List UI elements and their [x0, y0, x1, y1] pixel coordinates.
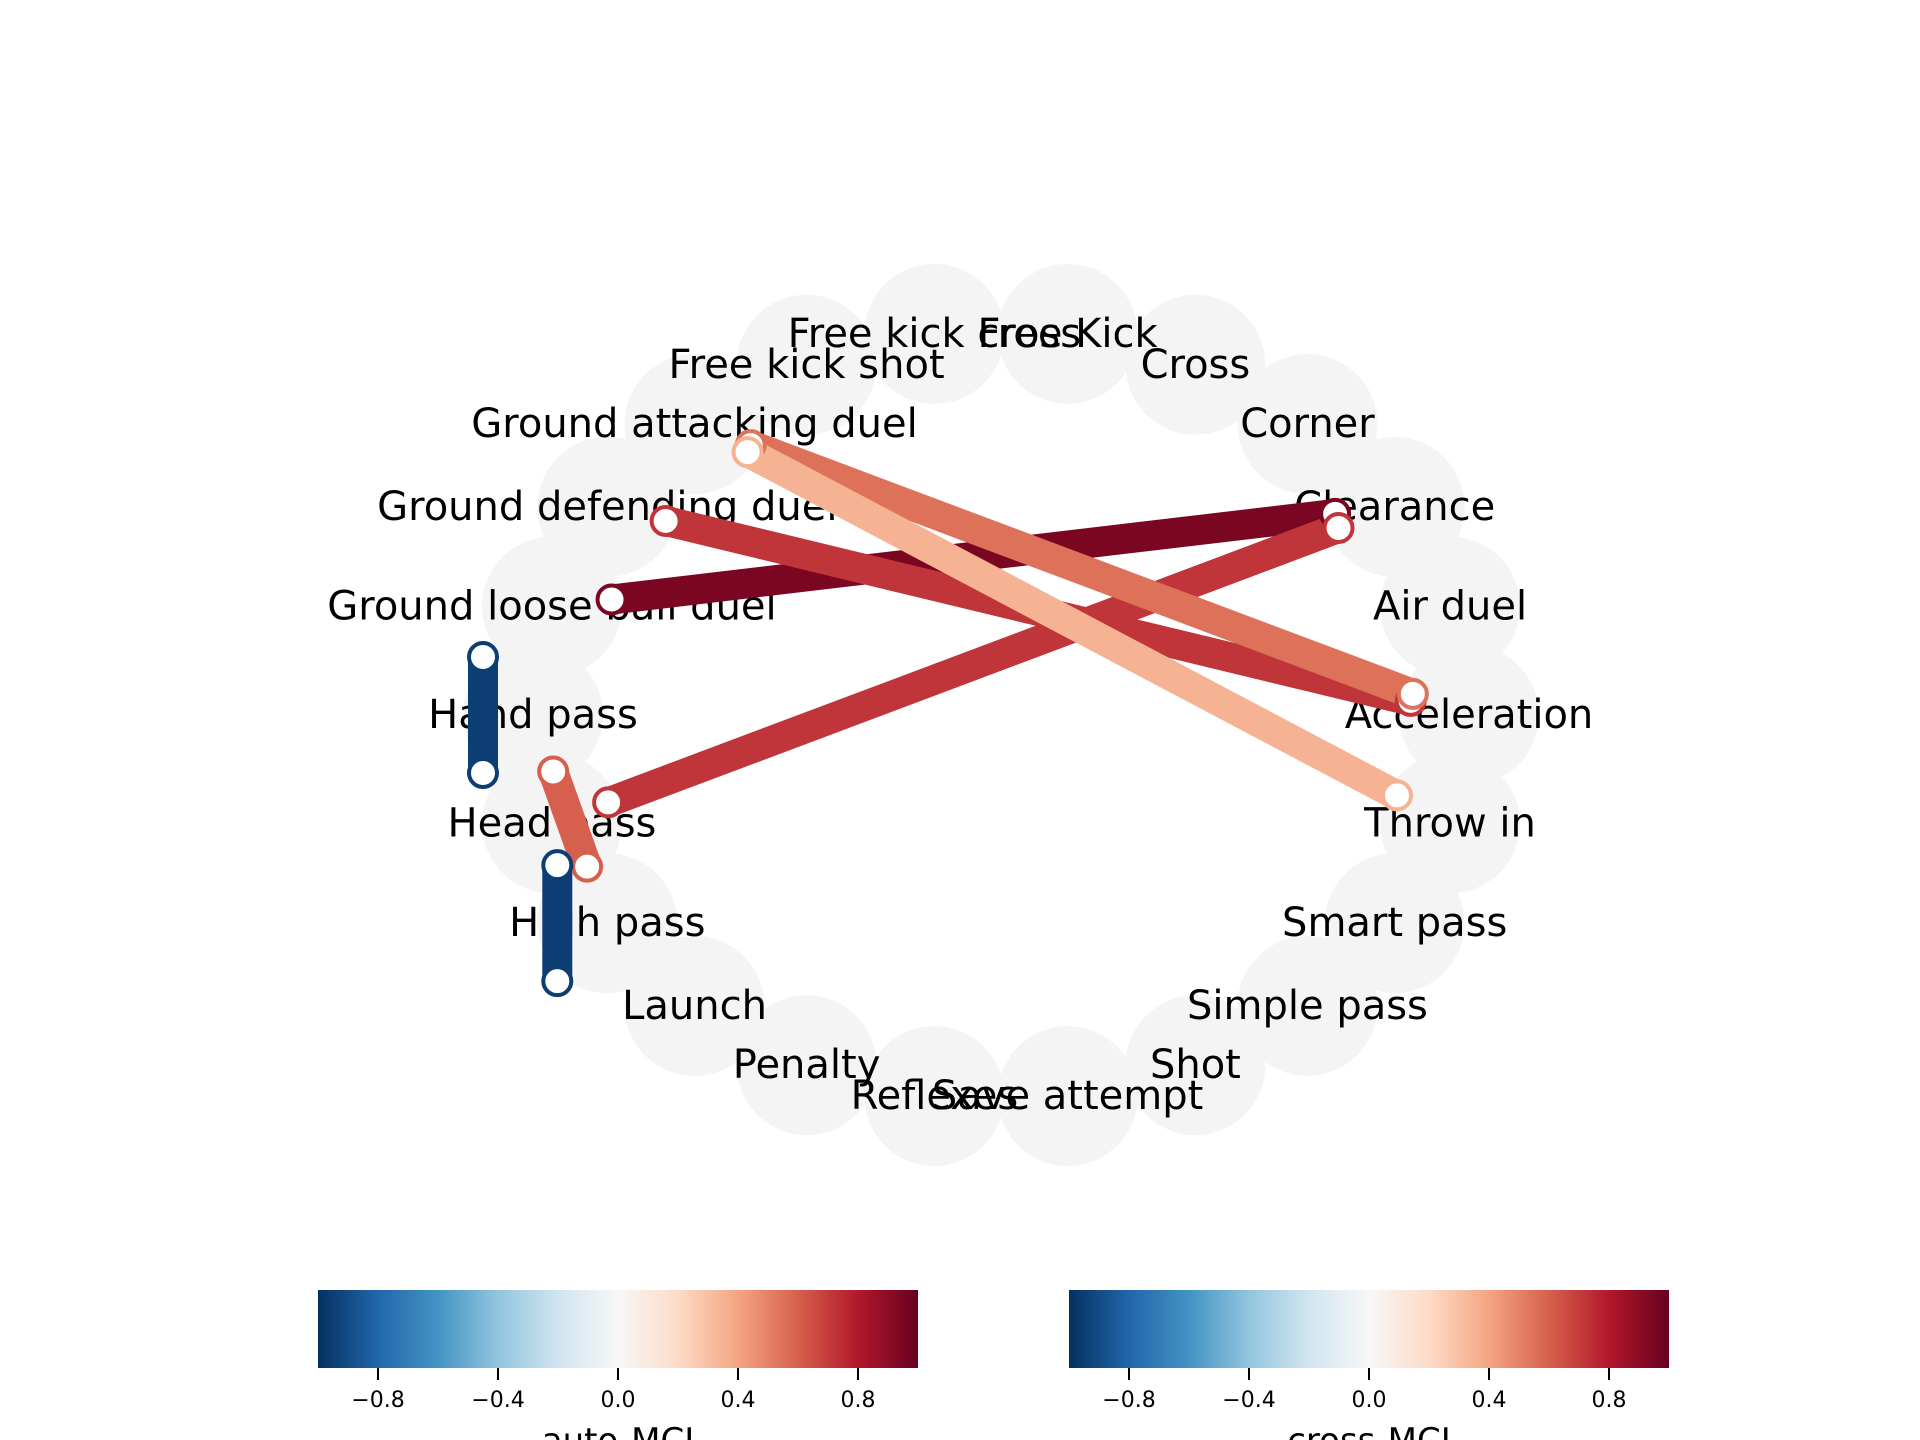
node-label-free-kick: Free Kick [978, 311, 1159, 357]
node-free-kick-shot [736, 294, 877, 435]
edge-endpoint-marker [649, 504, 682, 537]
colorbar-label: auto-MCI [542, 1421, 695, 1440]
node-label-free-kick-shot: Free kick shot [669, 342, 945, 388]
colorbar-tick-label: 0.8 [841, 1388, 876, 1413]
node-label-air-duel: Air duel [1373, 584, 1527, 630]
node-label-hand-pass: Hand pass [428, 692, 638, 738]
node-cross [1125, 294, 1266, 435]
colorbar-tick-label: 0.8 [1592, 1388, 1627, 1413]
node-ground-defending-duel [537, 436, 678, 577]
edge-endpoint-marker [1396, 677, 1429, 710]
node-reflexes [864, 1026, 1005, 1167]
colorbar-tick-label: 0.0 [1352, 1388, 1387, 1413]
edge-endpoint-marker [467, 757, 499, 789]
edge-endpoint-marker [592, 786, 625, 819]
edge-endpoint-marker [541, 849, 574, 882]
edge-hand-pass-high-pass [539, 766, 602, 872]
colorbar-label: cross-MCI [1287, 1421, 1451, 1440]
colorbar-tick-label: −0.8 [1102, 1388, 1155, 1413]
node-acceleration [1399, 645, 1539, 785]
colorbar-tick-label: 0.4 [1472, 1388, 1507, 1413]
node-free-kick-cross [864, 263, 1005, 404]
node-label-free-kick-cross: Free kick cross [788, 311, 1081, 357]
colorbar-gradient [1069, 1290, 1669, 1368]
node-free-kick [997, 263, 1138, 404]
edge-endpoint-marker [731, 436, 764, 469]
edge-endpoint-marker [467, 641, 499, 673]
node-label-ground-attacking-duel: Ground attacking duel [471, 401, 917, 447]
edge-line [740, 438, 1405, 809]
node-launch [624, 935, 765, 1076]
node-label-penalty: Penalty [733, 1042, 881, 1088]
node-label-save-attempt: Save attempt [932, 1073, 1203, 1119]
edge-endpoint-marker [571, 850, 604, 883]
node-label-launch: Launch [622, 983, 767, 1029]
node-label-corner: Corner [1240, 401, 1375, 447]
edge-line [539, 766, 602, 872]
edge-endpoint-marker [1380, 779, 1413, 812]
edge-ground-attacking-duel-throw-in [740, 438, 1405, 809]
colorbar-cross-mci: −0.8 −0.4 0.0 0.4 0.8 cross-MCI [1069, 1290, 1669, 1440]
node-save-attempt [997, 1026, 1138, 1167]
colorbar-tick-label: −0.8 [351, 1388, 404, 1413]
edge-endpoint-marker [537, 755, 570, 788]
edge-ground-attacking-duel-acceleration [745, 431, 1419, 708]
node-penalty [736, 995, 877, 1136]
edge-line [745, 431, 1419, 708]
colorbar-auto-mci: −0.8 −0.4 0.0 0.4 0.8 auto-MCI [318, 1290, 918, 1440]
node-corner [1237, 354, 1378, 495]
edge-line [602, 513, 1344, 817]
edge-layer [467, 429, 1429, 998]
node-label-cross: Cross [1141, 342, 1251, 388]
colorbar-tick-label: 0.0 [601, 1388, 636, 1413]
node-label-ground-defending-duel: Ground defending duel [377, 484, 837, 530]
node-label-high-pass: High pass [509, 900, 705, 946]
edge-head-pass-clearance [602, 513, 1344, 817]
node-label-reflexes: Reflexes [851, 1073, 1019, 1119]
colorbar-gradient [318, 1290, 918, 1368]
edge-endpoint-marker [595, 583, 628, 616]
node-label-simple-pass: Simple pass [1187, 983, 1428, 1029]
colorbar-tick-label: 0.4 [721, 1388, 756, 1413]
edge-endpoint-marker [541, 965, 574, 998]
node-smart-pass [1324, 853, 1465, 994]
colorbar-tick-label: −0.4 [471, 1388, 524, 1413]
node-ground-attacking-duel [624, 354, 765, 495]
node-label-smart-pass: Smart pass [1282, 900, 1507, 946]
edge-endpoint-marker [1322, 511, 1355, 544]
node-shot [1125, 995, 1266, 1136]
node-air-duel [1380, 536, 1521, 677]
colorbar-tick-label: −0.4 [1222, 1388, 1275, 1413]
node-simple-pass [1237, 935, 1378, 1076]
node-label-shot: Shot [1150, 1042, 1241, 1088]
